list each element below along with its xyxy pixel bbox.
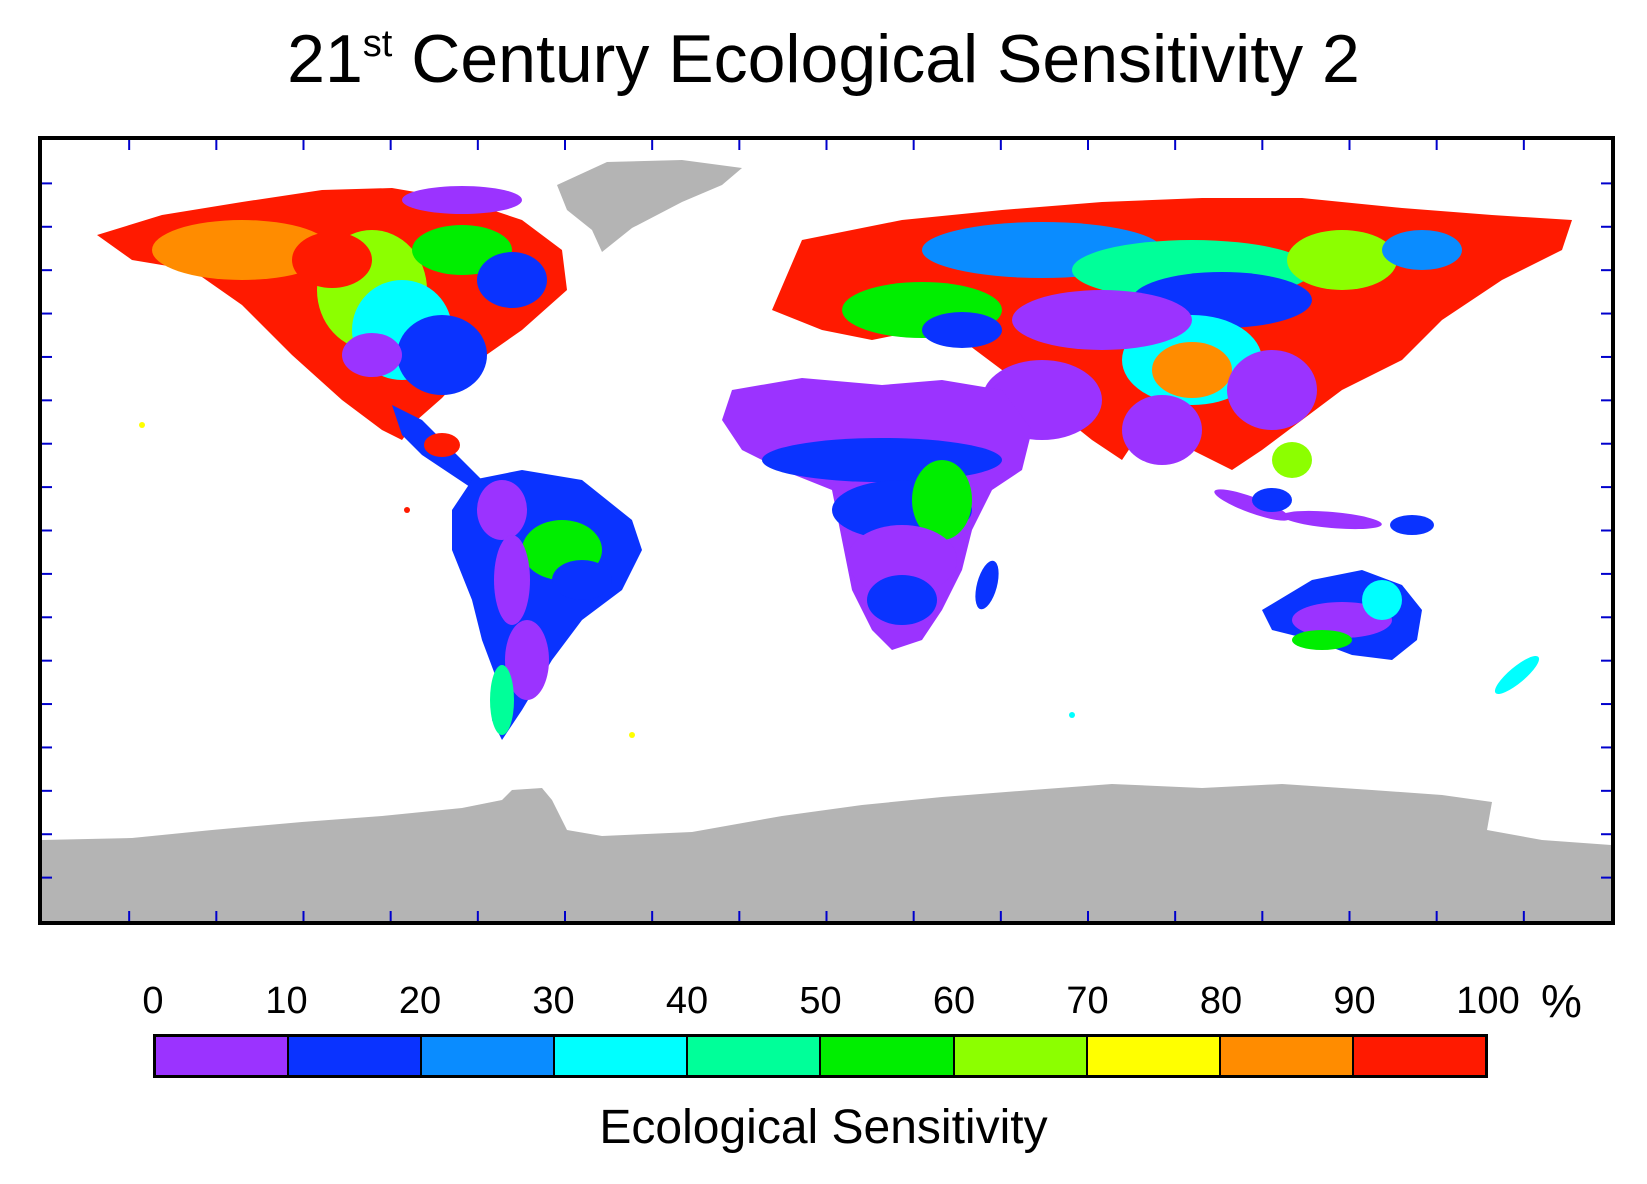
antarctica-region — [42, 784, 1611, 921]
colorbar-bin-70-80 — [1087, 1037, 1221, 1075]
colorbar-bin-80-90 — [1220, 1037, 1354, 1075]
colorbar-bin-60-70 — [954, 1037, 1088, 1075]
colorbar — [153, 1034, 1488, 1078]
australia-band — [1292, 630, 1352, 650]
eurasia-band — [1152, 342, 1232, 398]
north-america-band — [292, 232, 372, 288]
eurasia-band — [1287, 230, 1397, 290]
north-america-band — [397, 315, 487, 395]
colorbar-tick-label: 30 — [532, 980, 575, 1022]
indonesia-region — [1214, 489, 1290, 521]
colorbar-bin-20-30 — [422, 1037, 556, 1075]
colorbar-bin-50-60 — [821, 1037, 955, 1075]
colorbar-tick-label: 70 — [1066, 980, 1109, 1022]
colorbar-tick-label: 40 — [665, 980, 709, 1022]
greenland-region — [557, 160, 742, 252]
africa-band — [762, 438, 1002, 482]
colorbar-bin-90-100 — [1353, 1037, 1485, 1075]
africa-band — [867, 575, 937, 625]
colorbar-tick-label: 20 — [398, 980, 442, 1022]
axis-ticks — [42, 140, 1611, 921]
title-suffix: Century Ecological Sensitivity 2 — [392, 21, 1360, 97]
world-map — [42, 140, 1611, 921]
colorbar-tick-label: 100 — [1456, 980, 1520, 1022]
colorbar-tick-label: 90 — [1333, 980, 1376, 1022]
island-marker — [1069, 712, 1075, 718]
colorbar-tick-label: 0 — [142, 980, 164, 1022]
colorbar-bin-40-50 — [688, 1037, 822, 1075]
colorbar-tick-label: 50 — [799, 980, 842, 1022]
island-marker — [404, 507, 410, 513]
south-america-band — [477, 480, 527, 540]
south-america-band — [552, 560, 612, 600]
island-marker — [629, 732, 635, 738]
africa-band — [912, 460, 972, 540]
eurasia-band — [1382, 230, 1462, 270]
colorbar-tick-label: 80 — [1199, 980, 1243, 1022]
map-title: 21st Century Ecological Sensitivity 2 — [0, 22, 1647, 97]
title-prefix: 21 — [287, 21, 363, 97]
arctic-islands — [402, 186, 522, 214]
title-superscript: st — [362, 23, 393, 65]
north-america-band — [342, 333, 402, 377]
new-guinea-region — [1390, 515, 1434, 535]
india-band — [1122, 395, 1202, 465]
colorbar-bin-10-20 — [289, 1037, 423, 1075]
australia-band — [1362, 580, 1402, 620]
colorbar-tick-label: 60 — [932, 980, 976, 1022]
europe-band — [922, 312, 1002, 348]
mexico-hotspot — [424, 433, 460, 457]
north-america-band — [152, 220, 332, 280]
north-america-band — [477, 252, 547, 308]
madagascar — [975, 560, 999, 610]
colorbar-bin-30-40 — [555, 1037, 689, 1075]
colorbar-tick-labels: % 0 10 20 30 40 50 60 70 80 90 100 — [0, 975, 1647, 1027]
map-frame — [38, 136, 1615, 925]
colorbar-bin-0-10 — [156, 1037, 290, 1075]
africa-band — [847, 525, 957, 595]
south-america-band — [494, 535, 530, 625]
new-zealand — [1494, 655, 1540, 695]
southeast-asia-band — [1272, 442, 1312, 478]
south-america-band — [505, 620, 549, 700]
borneo-region — [1252, 488, 1292, 512]
land-layer — [42, 160, 1611, 921]
south-america-band — [490, 665, 514, 735]
colorbar-title: Ecological Sensitivity — [599, 1101, 1048, 1154]
colorbar-tick-label: 10 — [265, 980, 308, 1022]
eurasia-band — [1012, 290, 1192, 350]
indonesia-region — [1282, 510, 1382, 530]
east-asia-band — [1227, 350, 1317, 430]
island-marker — [139, 422, 145, 428]
colorbar-unit-label: % — [1541, 975, 1582, 1027]
